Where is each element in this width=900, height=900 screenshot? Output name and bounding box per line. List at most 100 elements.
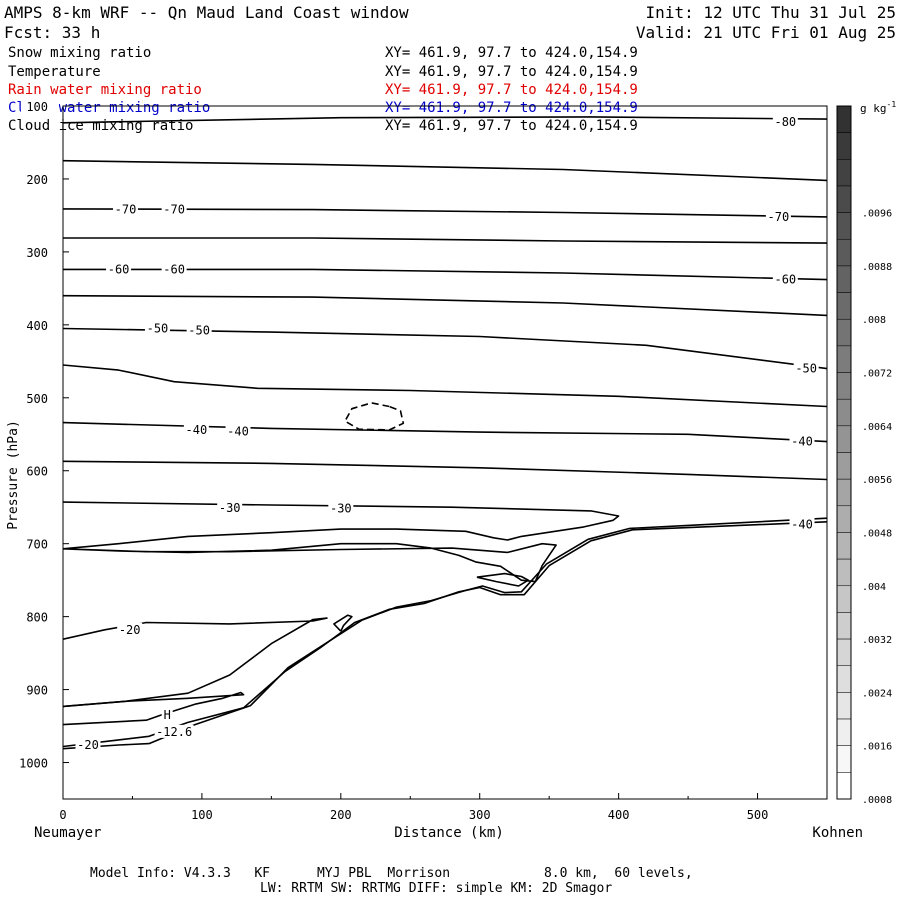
colorbar-tick-label: .0048 (862, 528, 892, 539)
contour-label: -80 (774, 115, 796, 129)
colorbar-tick-label: .0064 (862, 422, 892, 433)
contour-label: -20 (77, 738, 99, 752)
y-tick-label-bg (21, 98, 59, 112)
x-tick-label: 300 (469, 808, 491, 822)
contour-label: -50 (147, 321, 169, 335)
contour-line-5 (63, 268, 828, 281)
contour-label: -30 (330, 502, 352, 516)
contour-line-18 (333, 614, 353, 632)
isotherm-labels: -80 -70 -70 -70 -60 -60 -60 -50 -50 -50 -40 -40 -40 -… (75, 115, 819, 752)
colorbar-tick-label: .0024 (862, 688, 892, 699)
contour-label-bg (113, 202, 139, 216)
field-xy-temperature: XY= 461.9, 97.7 to 424.0,154.9 (385, 64, 638, 80)
field-legend: Snow mixing ratio XY= 461.9, 97.7 to 424… (8, 45, 638, 134)
colorbar-cell (836, 105, 852, 133)
contour-line-10 (62, 460, 828, 481)
colorbar-cell (836, 292, 852, 320)
contour-line-3 (62, 208, 828, 218)
y-tick-label: 900 (26, 684, 48, 698)
field-xy-rain: XY= 461.9, 97.7 to 424.0,154.9 (385, 82, 638, 98)
colorbar-cell (836, 692, 852, 720)
colorbar-cell (836, 718, 852, 746)
contour-line-9 (62, 421, 828, 443)
y-tick-label-bg (21, 754, 59, 769)
colorbar-unit: g kg-1 (860, 100, 896, 115)
contour-label-bg (144, 321, 170, 335)
contour-label: -70 (163, 203, 185, 217)
y-tick-label-bg (21, 681, 59, 696)
chart-title: AMPS 8-km WRF -- Qn Maud Land Coast wind… (4, 3, 409, 22)
valid-time: Valid: 21 UTC Fri 01 Aug 25 (636, 23, 896, 42)
x-tick-label: 400 (608, 808, 630, 822)
colorbar-tick-labels: .0096 .0088 .008 .0072 .0064 .0056 .0048 .004 .0… (862, 209, 892, 806)
colorbar-tick-label: .004 (862, 582, 886, 593)
colorbar-cell (836, 505, 852, 533)
contour-line-6 (62, 294, 828, 317)
colorbar-cell (836, 159, 852, 187)
y-tick-label: 700 (26, 538, 48, 552)
contour-label: -50 (795, 362, 817, 376)
contour-line-8 (62, 364, 828, 408)
contour-line-14 (62, 691, 245, 726)
contour-line-17 (344, 402, 405, 431)
contour-line-11 (62, 501, 620, 550)
y-tick-label: 300 (26, 246, 48, 260)
y-axis-label: Pressure (hPa) (6, 420, 21, 530)
field-name-rain: Rain water mixing ratio (8, 82, 202, 98)
field-xy-cloud-ice: XY= 461.9, 97.7 to 424.0,154.9 (385, 118, 638, 134)
colorbar-tick-label: .0016 (862, 742, 892, 753)
contour-label: -12.6 (156, 725, 192, 739)
y-tick-label-bg (21, 243, 59, 258)
colorbar-tick-label: .0096 (862, 209, 892, 220)
colorbar-tick-label: .008 (862, 315, 886, 326)
contour-label: -20 (119, 623, 141, 637)
y-tick-label: 1000 (19, 757, 48, 771)
y-tick-label: 500 (26, 392, 48, 406)
contour-label-bg (789, 517, 815, 531)
contour-line-7 (62, 327, 828, 370)
forecast-hour: Fcst: 33 h (4, 23, 100, 42)
x-tick-label: 100 (191, 808, 213, 822)
x-end-label-right: Kohnen (812, 825, 863, 841)
contour-line-2 (62, 159, 828, 182)
x-tick-label: 0 (59, 808, 66, 822)
contour-line-1 (62, 116, 828, 124)
contour-label: -60 (163, 262, 185, 276)
y-axis-ticks: 100 200 300 400 500 600 700 800 900 1000 (19, 98, 69, 771)
colorbar-cell (836, 425, 852, 453)
colorbar-cell (836, 372, 852, 400)
colorbar-cell (836, 612, 852, 640)
colorbar-cell (836, 318, 852, 347)
x-tick-label: 200 (330, 808, 352, 822)
y-tick-label-bg (21, 462, 59, 477)
contour-label: -40 (186, 423, 208, 437)
colorbar-cell (836, 452, 852, 480)
contour-label-bg (772, 115, 798, 129)
colorbar-cell (836, 185, 852, 213)
contour-label: -40 (791, 435, 813, 449)
colorbar-cell (836, 132, 852, 160)
contour-label: -40 (227, 424, 249, 438)
contour-label-bg (183, 422, 209, 436)
colorbar-cell (836, 345, 852, 373)
contour-line-13 (62, 617, 328, 708)
x-tick-label: 500 (747, 808, 769, 822)
contour-label-bg (793, 361, 819, 375)
contour-label: -30 (219, 501, 241, 515)
x-end-label-left: Neumayer (34, 825, 101, 841)
model-info-line1: Model Info: V4.3.3 KF MYJ PBL Morrison 8… (90, 866, 693, 881)
contour-line-4 (63, 237, 828, 244)
colorbar-cell (836, 745, 852, 773)
y-tick-label: 200 (26, 173, 48, 187)
x-axis-ticks: 0 100 200 300 400 500 (59, 793, 828, 822)
colorbar-cells (836, 105, 852, 800)
contour-label-bg (765, 209, 791, 223)
contour-label: H (164, 708, 171, 722)
contour-label: -70 (768, 210, 790, 224)
contour-label: -60 (108, 262, 130, 276)
field-name-snow: Snow mixing ratio (8, 45, 151, 61)
contour-label-bg (789, 434, 815, 448)
y-tick-label-bg (21, 608, 59, 623)
y-tick-label: 100 (26, 100, 48, 114)
